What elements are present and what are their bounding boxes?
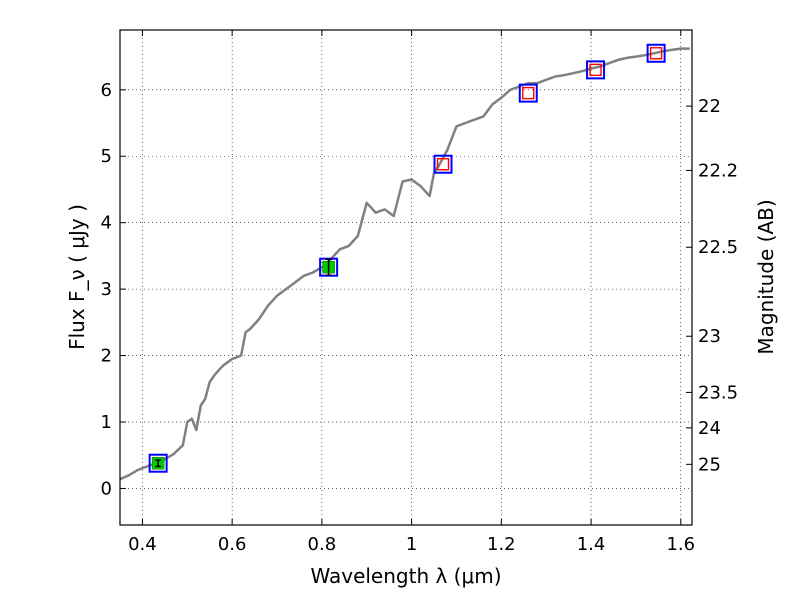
x-tick-label: 0.6 <box>218 534 247 555</box>
upper-limit-marker <box>522 86 535 100</box>
mag-tick-label: 24 <box>698 418 721 439</box>
x-tick-label: 1.6 <box>666 534 695 555</box>
x-axis-title: Wavelength λ (μm) <box>310 564 501 588</box>
mag-tick-label: 23 <box>698 326 721 347</box>
y-tick-label: 4 <box>101 213 112 234</box>
x-tick-label: 1 <box>406 534 417 555</box>
mag-tick-label: 23.5 <box>698 382 738 403</box>
mag-tick-label: 22.2 <box>698 160 738 181</box>
y-tick-label: 0 <box>101 478 112 499</box>
mag-tick-label: 22 <box>698 96 721 117</box>
plot-frame <box>119 29 693 526</box>
y2-axis-title: Magnitude (AB) <box>754 199 778 354</box>
plot-background <box>120 30 692 525</box>
x-tick-label: 0.4 <box>128 534 157 555</box>
model-flux-marker <box>148 453 168 473</box>
series-layer <box>119 43 690 481</box>
model-flux-marker <box>433 154 453 174</box>
y-tick-label: 1 <box>101 412 112 433</box>
upper-limit-marker <box>589 63 602 77</box>
x-tick-label: 1.4 <box>577 534 606 555</box>
ticks: 0.4 0.6 0.8 1 1.2 1.4 1.601234562222.222.52323… <box>101 30 738 555</box>
y-tick-label: 5 <box>101 146 112 167</box>
upper-limit-marker <box>649 47 663 60</box>
upper-limit-marker <box>436 158 450 171</box>
y-tick-label: 6 <box>101 80 112 101</box>
grid <box>120 30 692 525</box>
x-tick-label: 1.2 <box>487 534 516 555</box>
model-flux-marker <box>518 83 538 103</box>
mag-tick-label: 25 <box>698 454 721 475</box>
model-flux-marker <box>586 60 606 80</box>
y-tick-label: 3 <box>101 279 112 300</box>
x-tick-label: 0.8 <box>308 534 337 555</box>
spectrum-line <box>119 47 690 481</box>
y-tick-label: 2 <box>101 346 112 367</box>
model-flux-marker <box>646 43 666 63</box>
y-axis-title: Flux F_ν ( μJy ) <box>65 204 89 350</box>
mag-tick-label: 22.5 <box>698 237 738 258</box>
